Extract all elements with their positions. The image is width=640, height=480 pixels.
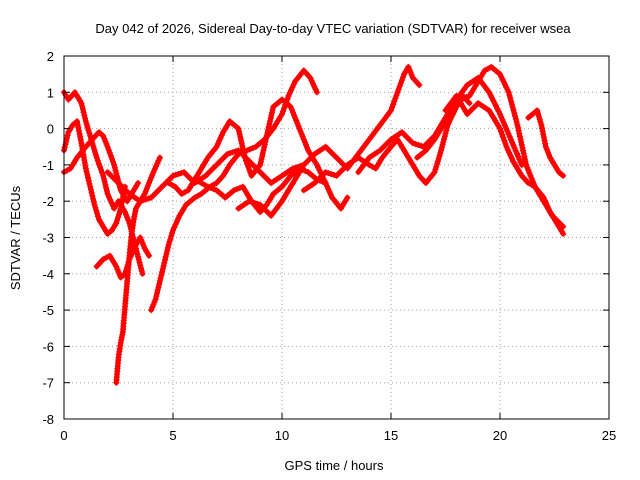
y-axis-ticks: 2 1 0 -1 -2 -3 -4 -5 -6 -7 -8 xyxy=(42,49,609,427)
grid xyxy=(64,56,609,419)
y-tick-label: -2 xyxy=(42,194,54,209)
x-tick-label: 0 xyxy=(60,428,67,443)
y-tick-label: -5 xyxy=(42,303,54,318)
x-tick-label: 10 xyxy=(275,428,289,443)
y-tick-label: -6 xyxy=(42,339,54,354)
y-tick-label: -7 xyxy=(42,376,54,391)
y-tick-label: -1 xyxy=(42,158,54,173)
y-tick-label: -8 xyxy=(42,412,54,427)
series-markers xyxy=(300,92,473,194)
series-markers xyxy=(104,147,307,205)
y-axis-label: SDTVAR / TECUs xyxy=(8,185,23,290)
series-track-5 xyxy=(113,154,163,386)
series-track-14 xyxy=(442,92,567,237)
series-markers xyxy=(525,107,567,179)
x-axis-label: GPS time / hours xyxy=(285,458,384,473)
series-markers xyxy=(187,96,351,212)
x-tick-label: 5 xyxy=(169,428,176,443)
series-markers xyxy=(113,154,163,386)
y-tick-label: 1 xyxy=(47,85,54,100)
data-series xyxy=(61,63,567,386)
series-track-15 xyxy=(525,107,567,179)
series-track-7 xyxy=(187,96,351,212)
y-tick-label: -3 xyxy=(42,231,54,246)
x-axis-ticks: 0 5 10 15 20 25 xyxy=(60,56,616,443)
y-tick-label: 0 xyxy=(47,122,54,137)
chart-title: Day 042 of 2026, Sidereal Day-to-day VTE… xyxy=(95,21,571,36)
series-track-9 xyxy=(104,147,307,205)
x-tick-label: 20 xyxy=(493,428,507,443)
x-tick-label: 15 xyxy=(384,428,398,443)
y-tick-label: 2 xyxy=(47,49,54,64)
x-tick-label: 25 xyxy=(602,428,616,443)
y-tick-label: -4 xyxy=(42,267,54,282)
series-track-11 xyxy=(300,92,473,194)
series-markers xyxy=(442,92,567,237)
